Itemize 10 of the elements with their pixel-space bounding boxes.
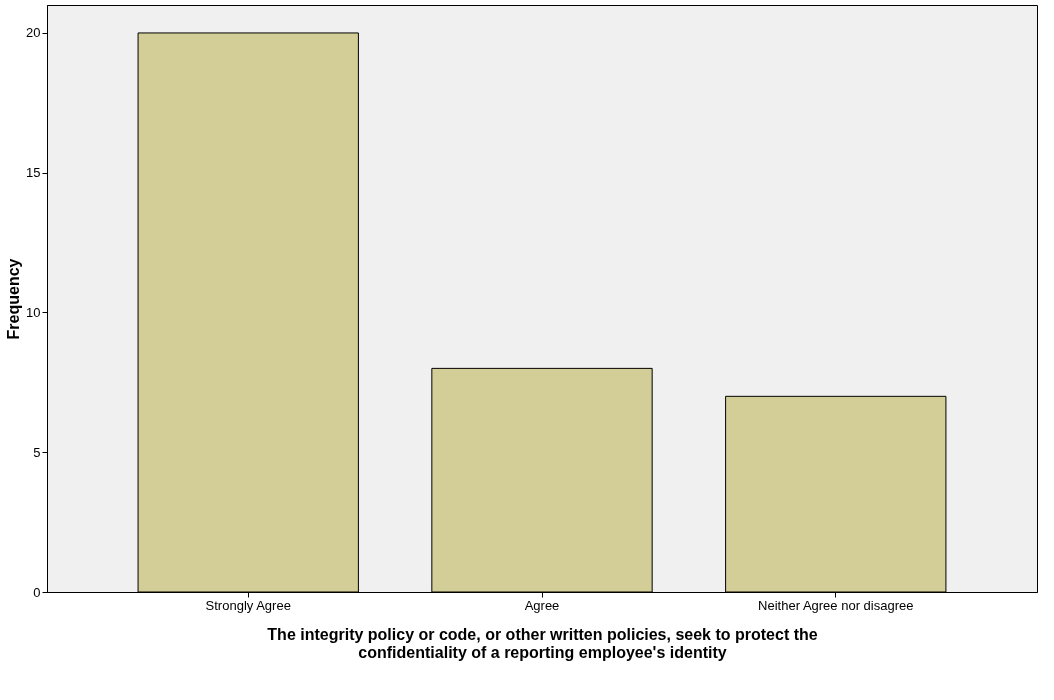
y-tick-label: 20: [26, 25, 41, 41]
x-tick-label: Agree: [524, 597, 560, 613]
y-tick-label: 5: [33, 444, 41, 460]
x-tick-label: Strongly Agree: [205, 597, 291, 613]
y-tick-label: 10: [26, 304, 41, 320]
y-tick-label: 0: [33, 584, 41, 600]
x-tick-label: Neither Agree nor disagree: [758, 597, 914, 613]
y-axis-title: Frequency: [5, 258, 23, 340]
y-tick-label: 15: [26, 165, 41, 181]
x-axis-title: The integrity policy or code, or other written policies, seek to protect the confidentiality of a reporting employee's identity: [267, 625, 818, 661]
